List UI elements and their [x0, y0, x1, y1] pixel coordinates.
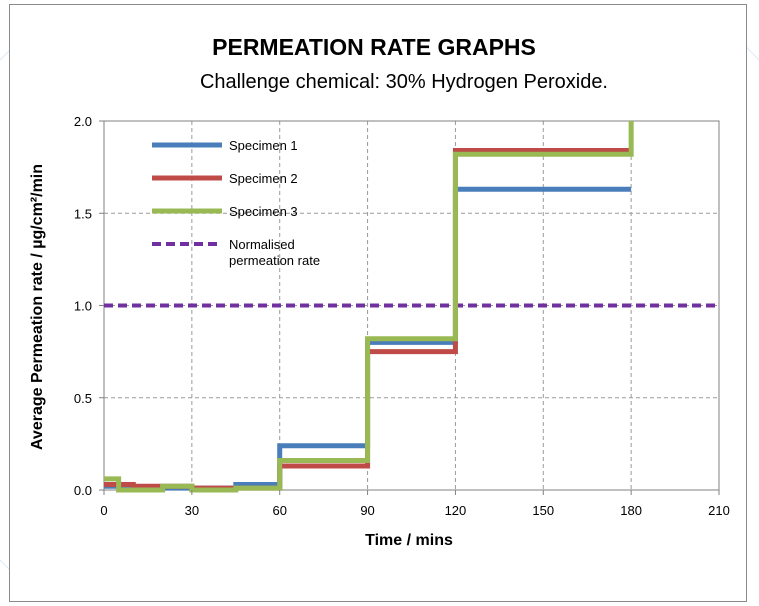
chart-subtitle: Challenge chemical: 30% Hydrogen Peroxid…: [200, 71, 608, 93]
y-tick-label: 0.5: [74, 391, 92, 406]
legend: Specimen 1 Specimen 2 Specimen 3 Normalised…: [152, 138, 320, 268]
x-tick-label: 90: [360, 503, 374, 518]
x-tick-label: 0: [100, 503, 107, 518]
legend-label: Normalised: [229, 237, 295, 252]
x-tick-label: 30: [185, 503, 199, 518]
series-layer: [104, 121, 634, 493]
legend-label: Specimen 3: [229, 204, 298, 219]
x-tick-label: 180: [620, 503, 642, 518]
chart-frame: [9, 4, 747, 602]
chart-title: PERMEATION RATE GRAPHS: [212, 34, 536, 60]
x-tick-label: 150: [532, 503, 554, 518]
x-axis-title: Time / mins: [365, 532, 453, 549]
legend-label: Specimen 2: [229, 171, 298, 186]
y-tick-label: 1.0: [74, 299, 92, 314]
y-tick-label: 2.0: [74, 114, 92, 129]
x-tick-label: 60: [272, 503, 286, 518]
x-tick-label: 210: [708, 503, 730, 518]
tick-labels: 0 30 60 90 120 150 180 210 0.0 0.5 1.0 1.5 2.0: [74, 114, 730, 518]
x-tick-label: 120: [445, 503, 467, 518]
y-tick-label: 0.0: [74, 483, 92, 498]
series-line-specimen-3: [104, 121, 634, 493]
legend-label: Specimen 1: [229, 138, 298, 153]
legend-label: permeation rate: [229, 253, 320, 268]
y-axis-title: Average Permeation rate / µg/cm²/min: [29, 164, 46, 450]
y-tick-label: 1.5: [74, 206, 92, 221]
